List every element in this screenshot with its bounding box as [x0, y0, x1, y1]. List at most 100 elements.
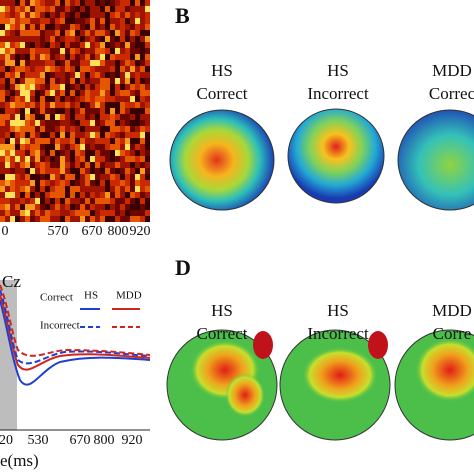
heatmap-cell [25, 138, 30, 144]
heatmap-cell [130, 18, 135, 24]
heatmap-cell [35, 108, 40, 114]
heatmap-cell [145, 102, 150, 108]
heatmap-cell [60, 162, 65, 168]
heatmap-cell [85, 18, 90, 24]
heatmap-cell [15, 114, 20, 120]
heatmap-cell [110, 156, 115, 162]
heatmap-cell [10, 66, 15, 72]
heatmap-cell [110, 12, 115, 18]
heatmap-cell [65, 216, 70, 222]
heatmap-cell [15, 66, 20, 72]
heatmap [0, 0, 150, 222]
heatmap-cell [0, 90, 5, 96]
electrode-label: Cz [2, 272, 21, 291]
heatmap-cell [95, 180, 100, 186]
heatmap-cell [75, 66, 80, 72]
legend-col: HS [84, 290, 98, 302]
heatmap-cell [35, 174, 40, 180]
heatmap-cell [140, 132, 145, 138]
heatmap-cell [40, 0, 45, 6]
heatmap-cell [115, 60, 120, 66]
heatmap-cell [45, 114, 50, 120]
heatmap-cell [145, 210, 150, 216]
heatmap-cell [20, 138, 25, 144]
heatmap-cell [120, 60, 125, 66]
heatmap-cell [120, 72, 125, 78]
heatmap-cell [55, 72, 60, 78]
heatmap-cell [30, 132, 35, 138]
heatmap-cell [90, 120, 95, 126]
heatmap-cell [20, 6, 25, 12]
heatmap-cell [100, 150, 105, 156]
heatmap-cell [60, 66, 65, 72]
heatmap-cell [120, 12, 125, 18]
heatmap-cell [140, 108, 145, 114]
heatmap-cell [130, 6, 135, 12]
heatmap-cell [55, 30, 60, 36]
heatmap-cell [70, 132, 75, 138]
heatmap-cell [75, 186, 80, 192]
heatmap-cell [25, 66, 30, 72]
heatmap-cell [105, 132, 110, 138]
heatmap-cell [85, 0, 90, 6]
heatmap-cell [120, 0, 125, 6]
heatmap-cell [10, 108, 15, 114]
heatmap-cell [105, 102, 110, 108]
heatmap-cell [115, 114, 120, 120]
heatmap-cell [135, 216, 140, 222]
heatmap-cell [105, 108, 110, 114]
heatmap-cell [80, 60, 85, 66]
heatmap-cell [105, 36, 110, 42]
heatmap-cell [130, 192, 135, 198]
heatmap-cell [5, 180, 10, 186]
heatmap-cell [70, 114, 75, 120]
heatmap-cell [30, 84, 35, 90]
heatmap-cell [120, 168, 125, 174]
heatmap-cell [0, 42, 5, 48]
heatmap-cell [70, 42, 75, 48]
heatmap-cell [10, 162, 15, 168]
heatmap-cell [145, 174, 150, 180]
heatmap-cell [45, 102, 50, 108]
heatmap-cell [10, 42, 15, 48]
heatmap-cell [80, 192, 85, 198]
heatmap-cell [95, 84, 100, 90]
heatmap-cell [80, 144, 85, 150]
heatmap-cell [135, 54, 140, 60]
heatmap-cell [60, 24, 65, 30]
heatmap-cell [50, 78, 55, 84]
heatmap-cell [120, 156, 125, 162]
heatmap-cell [115, 36, 120, 42]
heatmap-cell [85, 54, 90, 60]
heatmap-cell [50, 102, 55, 108]
heatmap-cell [60, 192, 65, 198]
heatmap-cell [0, 36, 5, 42]
heatmap-cell [85, 162, 90, 168]
heatmap-cell [105, 138, 110, 144]
heatmap-cell [105, 12, 110, 18]
heatmap-cell [100, 168, 105, 174]
heatmap-cell [70, 198, 75, 204]
heatmap-cell [50, 18, 55, 24]
heatmap-cell [10, 18, 15, 24]
heatmap-cell [25, 96, 30, 102]
heatmap-cell [100, 36, 105, 42]
heatmap-cell [85, 6, 90, 12]
heatmap-cell [135, 198, 140, 204]
heatmap-cell [95, 204, 100, 210]
heatmap-cell [60, 84, 65, 90]
heatmap-cell [5, 72, 10, 78]
heatmap-cell [65, 156, 70, 162]
heatmap-cell [100, 66, 105, 72]
heatmap-cell [5, 162, 10, 168]
heatmap-cell [90, 150, 95, 156]
heatmap-cell [15, 174, 20, 180]
heatmap-cell [135, 60, 140, 66]
heatmap-cell [55, 36, 60, 42]
heatmap-cell [5, 48, 10, 54]
heatmap-cell [35, 18, 40, 24]
heatmap-cell [55, 126, 60, 132]
heatmap-cell [135, 36, 140, 42]
heatmap-cell [90, 132, 95, 138]
heatmap-cell [120, 138, 125, 144]
